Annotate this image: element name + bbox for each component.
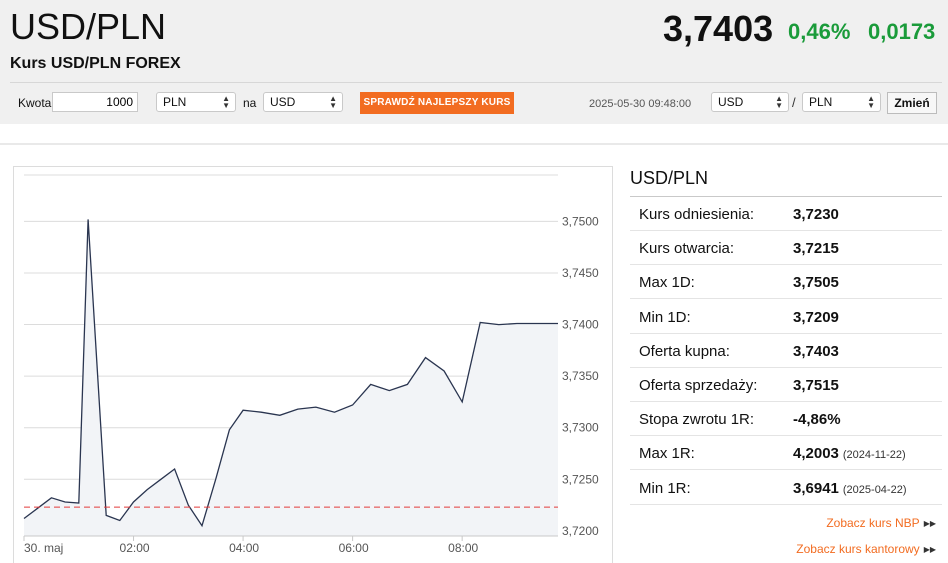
stat-value: -4,86% — [793, 411, 841, 429]
stat-label: Kurs otwarcia: — [639, 240, 735, 258]
header-divider — [10, 82, 942, 83]
stat-row: Kurs otwarcia: 3,7215 — [630, 231, 942, 266]
stat-label: Oferta sprzedaży: — [639, 377, 758, 394]
stat-row: Kurs odniesienia: 3,7230 — [630, 197, 942, 231]
nbp-rate-link-label: Zobacz kurs NBP — [826, 516, 920, 530]
section-divider — [0, 143, 948, 145]
nbp-rate-link[interactable]: Zobacz kurs NBP ▶▶ — [826, 516, 936, 530]
pair-quote-select[interactable]: PLN ▲ ▼ — [802, 92, 881, 112]
change-absolute: 0,0173 — [868, 19, 936, 44]
pair-base-select[interactable]: USD ▲ ▼ — [711, 92, 789, 112]
amount-label: Kwota — [18, 96, 52, 110]
stat-value: 3,7505 — [793, 274, 839, 292]
stat-value: 3,6941 (2025-04-22) — [793, 479, 907, 497]
price-area — [24, 219, 558, 536]
panel-divider — [630, 196, 942, 197]
stat-row: Oferta sprzedaży: 3,7515 — [630, 368, 942, 402]
stat-row: Oferta kupna: 3,7403 — [630, 334, 942, 368]
y-tick-label: 3,7300 — [562, 421, 599, 435]
stat-value: 3,7230 — [793, 206, 839, 223]
double-chevron-right-icon: ▶▶ — [923, 545, 936, 555]
to-currency-select[interactable]: USD ▲ ▼ — [263, 92, 343, 112]
best-rate-button[interactable]: SPRAWDŹ NAJLEPSZY KURS — [360, 92, 514, 114]
y-tick-label: 3,7450 — [562, 266, 599, 280]
stat-row: Stopa zwrotu 1R: -4,86% — [630, 402, 942, 437]
select-arrows-icon: ▲ ▼ — [222, 94, 230, 110]
pair-quote-value: PLN — [809, 95, 833, 109]
to-currency-value: USD — [270, 95, 296, 109]
exchange-office-rate-link[interactable]: Zobacz kurs kantorowy ▶▶ — [796, 542, 936, 556]
stat-value: 3,7215 — [793, 240, 839, 258]
stat-row: Max 1D: 3,7505 — [630, 265, 942, 300]
select-arrows-icon: ▲ ▼ — [775, 94, 783, 110]
quote-header: USD/PLN Kurs USD/PLN FOREX 3,7403 0,46% … — [0, 0, 948, 124]
stat-date: (2024-11-22) — [842, 449, 906, 462]
stat-value: 3,7515 — [793, 377, 839, 394]
stat-row: Max 1R: 4,2003 (2024-11-22) — [630, 436, 942, 471]
x-tick-label: 04:00 — [229, 541, 259, 555]
amount-input[interactable] — [52, 92, 138, 112]
to-label: na — [243, 96, 257, 110]
stat-value: 4,2003 (2024-11-22) — [793, 445, 906, 463]
y-tick-label: 3,7200 — [562, 524, 599, 538]
x-tick-label: 06:00 — [339, 541, 369, 555]
x-tick-label: 02:00 — [120, 541, 150, 555]
y-tick-label: 3,7400 — [562, 318, 599, 332]
double-chevron-right-icon: ▶▶ — [923, 519, 936, 529]
x-tick-label: 08:00 — [448, 541, 478, 555]
select-arrows-icon: ▲ ▼ — [867, 94, 875, 110]
change-pair-button[interactable]: Zmień — [887, 92, 937, 114]
y-tick-label: 3,7350 — [562, 369, 599, 383]
change-percent: 0,46% — [788, 19, 851, 44]
stat-value: 3,7403 — [793, 342, 839, 360]
chart-frame — [13, 166, 613, 563]
y-tick-label: 3,7500 — [562, 214, 599, 228]
x-tick-label: 30. maj — [24, 541, 63, 555]
current-price: 3,7403 — [663, 8, 774, 49]
stat-label: Oferta kupna: — [639, 342, 730, 360]
pair-base-value: USD — [718, 95, 744, 109]
pair-title: USD/PLN — [10, 6, 167, 47]
stat-label: Min 1D: — [639, 308, 691, 326]
pair-subtitle: Kurs USD/PLN FOREX — [10, 55, 181, 72]
stat-label: Max 1D: — [639, 274, 695, 292]
y-tick-label: 3,7250 — [562, 472, 599, 486]
from-currency-select[interactable]: PLN ▲ ▼ — [156, 92, 236, 112]
stat-label: Min 1R: — [639, 479, 691, 497]
quote-timestamp: 2025-05-30 09:48:00 — [589, 98, 692, 110]
stat-row: Min 1R: 3,6941 (2025-04-22) — [630, 471, 942, 505]
stat-date: (2025-04-22) — [842, 483, 907, 496]
stat-label: Max 1R: — [639, 445, 695, 463]
exchange-office-rate-link-label: Zobacz kurs kantorowy — [796, 542, 920, 556]
price-line — [23, 219, 558, 528]
from-currency-value: PLN — [163, 95, 187, 109]
select-arrows-icon: ▲ ▼ — [329, 94, 337, 110]
stat-label: Kurs odniesienia: — [639, 206, 755, 223]
stat-value: 3,7209 — [793, 308, 839, 326]
stat-label: Stopa zwrotu 1R: — [639, 411, 755, 429]
panel-title: USD/PLN — [630, 168, 709, 188]
stat-row: Min 1D: 3,7209 — [630, 300, 942, 334]
pair-separator: / — [792, 95, 796, 110]
